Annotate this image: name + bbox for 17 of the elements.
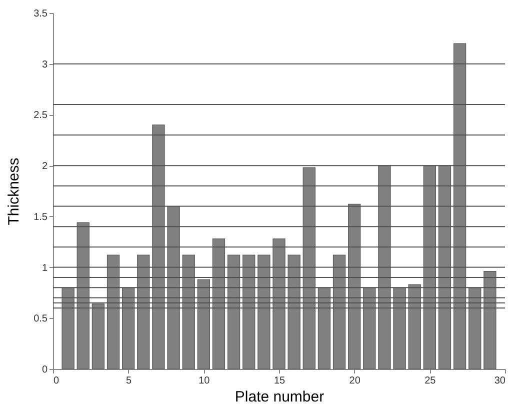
x-tick-label: 25 <box>424 376 436 386</box>
y-axis-title: Thickness <box>6 158 23 226</box>
x-axis-title: Plate number <box>234 388 324 405</box>
x-tick-label: 30 <box>494 376 506 386</box>
y-tick-label: 3.5 <box>34 8 48 20</box>
y-tick-label: 2 <box>42 161 48 172</box>
y-tick-label: 0.5 <box>34 314 48 325</box>
x-tick-label: 15 <box>274 376 286 386</box>
y-tick-label: 1 <box>42 262 48 274</box>
y-tick-label: 0 <box>42 364 48 376</box>
x-tick-label: 20 <box>349 376 361 386</box>
x-tick-label: 5 <box>126 376 132 386</box>
y-tick-label: 1.5 <box>34 212 48 223</box>
x-tick-label: 0 <box>54 376 60 386</box>
y-tick-label: 2.5 <box>34 110 48 122</box>
x-tick-label: 10 <box>198 376 210 386</box>
y-tick-label: 3 <box>42 59 48 70</box>
